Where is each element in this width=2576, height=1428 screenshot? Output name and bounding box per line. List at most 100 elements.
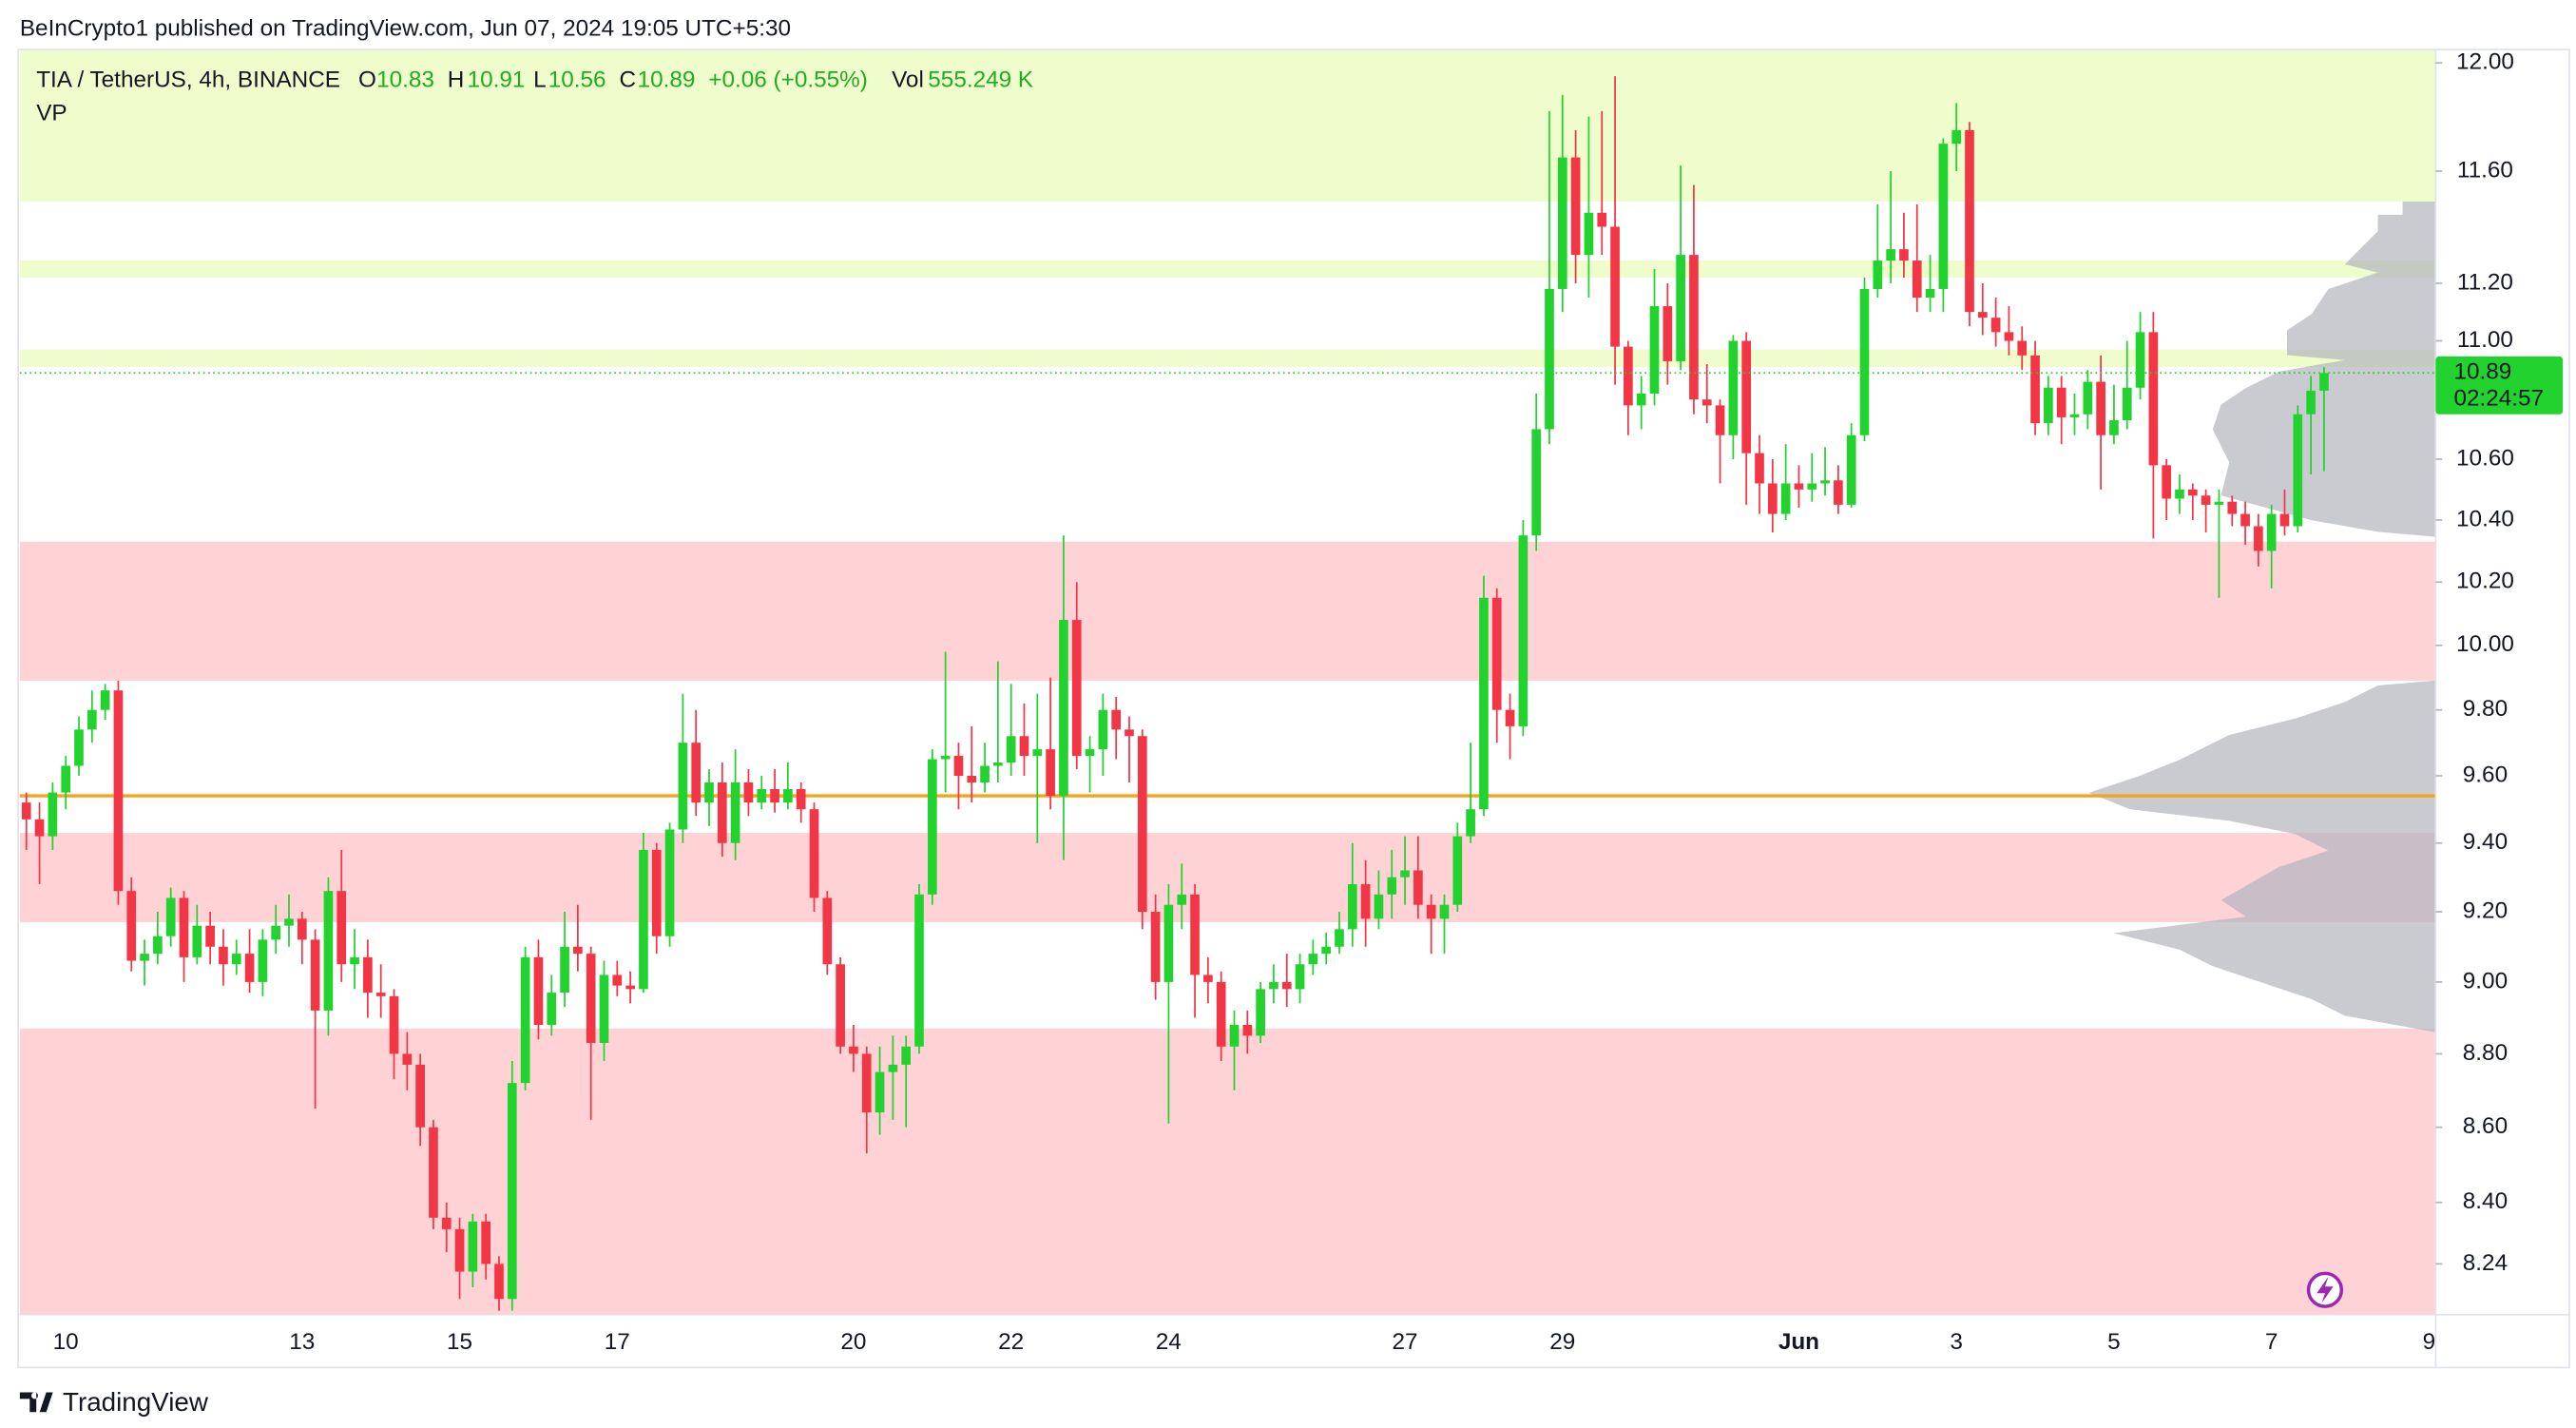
candle-body	[2148, 332, 2159, 466]
header: BeInCrypto1 published on TradingView.com…	[20, 16, 791, 42]
candle-body	[1925, 288, 1935, 298]
y-tick-label: 11.20	[2457, 269, 2513, 295]
candle-body	[1452, 836, 1463, 905]
candle-body	[126, 891, 137, 961]
candle-body	[1570, 157, 1581, 256]
candle-body	[1071, 620, 1082, 757]
bolt-icon	[2306, 1271, 2344, 1308]
candle-body	[888, 1064, 898, 1072]
candle-body	[1557, 157, 1567, 289]
footer-logo: TradingView	[19, 1387, 209, 1417]
candle-body	[1125, 729, 1134, 737]
x-tick-label: 22	[998, 1329, 1024, 1355]
candle-body	[901, 1046, 912, 1065]
candle-body	[1374, 894, 1384, 919]
candle-body	[1413, 870, 1423, 905]
footer: TradingView	[63, 1387, 209, 1417]
candle-body	[468, 1221, 478, 1272]
candle-body	[1899, 249, 1909, 261]
candle-body	[1439, 904, 1450, 919]
indicator: VP	[36, 100, 67, 125]
candle-body	[2175, 489, 2184, 499]
candle-body	[415, 1064, 425, 1128]
candle-body	[757, 789, 767, 803]
y-tick-label: 8.80	[2463, 1040, 2508, 1066]
candle-body	[219, 946, 228, 965]
candle-body	[402, 1053, 413, 1065]
x-tick-label: 27	[1393, 1329, 1418, 1355]
frame	[17, 48, 2570, 1369]
candle-body	[691, 743, 702, 803]
candle-body	[1951, 129, 1962, 145]
candle-body	[2069, 414, 2080, 417]
y-tick-label: 8.40	[2463, 1188, 2508, 1214]
candle-body	[927, 759, 937, 895]
candle-body	[2017, 340, 2028, 356]
last-price-box	[2435, 356, 2564, 415]
candle-body	[179, 897, 189, 957]
legend: TIA / TetherUS, 4h, BINANCE O 10.83 H 10…	[36, 68, 1033, 126]
candle-body	[2083, 381, 2093, 415]
candle-body	[664, 829, 675, 936]
candle-body	[1676, 255, 1685, 361]
y-tick-label: 11.00	[2457, 327, 2513, 353]
candle-body	[1820, 480, 1830, 484]
candle-body	[2030, 355, 2040, 424]
candle-body	[2279, 513, 2290, 527]
axes: 12.00 11.60 11.20 11.00 10.60 10.40 10.20 10.00…	[17, 48, 2570, 1369]
candle-body	[678, 743, 688, 830]
x-tick-label: 17	[605, 1329, 630, 1355]
candle-body	[1663, 306, 1673, 361]
candle-body	[1006, 736, 1016, 763]
candle-body	[1137, 736, 1147, 913]
candle-body	[1111, 709, 1122, 730]
candle-body	[612, 975, 623, 986]
last-price-label: 10.89	[2453, 359, 2511, 385]
candle-body	[1938, 144, 1949, 289]
zone	[19, 833, 2436, 923]
candle-body	[953, 756, 964, 776]
low-value: 10.56	[548, 68, 606, 93]
candle-body	[1032, 749, 1043, 757]
candle-body	[1216, 981, 1226, 1047]
volume-label: Vol	[892, 68, 924, 93]
candle-body	[74, 729, 84, 766]
candle-body	[507, 1083, 517, 1300]
x-tick-label: 13	[289, 1329, 315, 1355]
x-tick-label: 7	[2265, 1329, 2278, 1355]
candle-body	[783, 789, 793, 803]
candle-body	[310, 939, 320, 1011]
candle-body	[1229, 1024, 1240, 1047]
y-tick-label: 10.60	[2456, 445, 2514, 471]
candle-body	[625, 985, 635, 990]
candle-body	[967, 775, 977, 783]
candle-body	[560, 946, 569, 994]
y-tick-label: 10.00	[2456, 631, 2514, 657]
candle-body	[100, 690, 110, 710]
candle-body	[809, 809, 819, 898]
candle-body	[861, 1053, 872, 1113]
candle-body	[1059, 620, 1068, 797]
candle-body	[2044, 387, 2053, 424]
candle-body	[1190, 894, 1200, 975]
candle-body	[1466, 809, 1475, 837]
candle-body	[2240, 513, 2250, 527]
candle-body	[1281, 981, 1292, 990]
candle-body	[1491, 597, 1502, 710]
candle-body	[1912, 261, 1922, 298]
candle-body	[1990, 318, 2001, 333]
high-value: 10.91	[468, 68, 526, 93]
candle-body	[1098, 709, 1108, 750]
candle-body	[87, 709, 97, 730]
candle-body	[297, 918, 307, 940]
candle-body	[389, 995, 399, 1054]
candle-body	[1518, 535, 1528, 726]
y-tick-label: 10.40	[2456, 506, 2514, 531]
candle-body	[1256, 989, 1265, 1036]
candle-body	[1846, 434, 1856, 505]
candle-body	[1965, 129, 1974, 313]
candle-body	[1859, 288, 1870, 435]
candle-body	[1624, 346, 1633, 406]
candle-body	[441, 1217, 452, 1229]
